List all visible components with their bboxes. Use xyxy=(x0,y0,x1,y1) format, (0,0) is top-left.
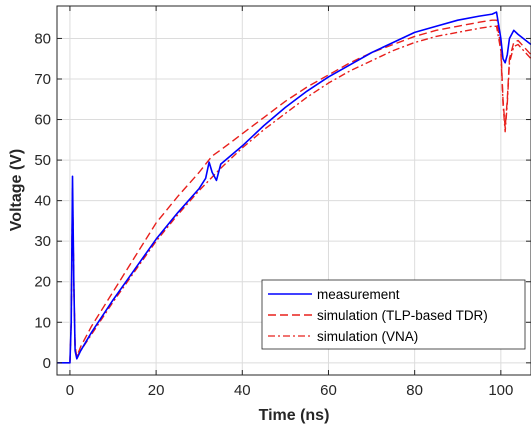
y-axis-label: Voltage (V) xyxy=(8,149,25,231)
y-tick-label: 20 xyxy=(34,274,51,291)
legend-label-tlp-tdr: simulation (TLP-based TDR) xyxy=(317,308,488,323)
x-tick-label: 60 xyxy=(320,382,337,399)
legend-label-measurement: measurement xyxy=(317,287,400,302)
legend: measurement simulation (TLP-based TDR) s… xyxy=(261,279,526,350)
series-layer xyxy=(57,11,531,364)
ticks xyxy=(57,6,531,375)
x-tick-label: 80 xyxy=(406,382,423,399)
y-tick-label: 60 xyxy=(34,112,51,129)
y-tick-label: 0 xyxy=(43,355,51,372)
y-tick-label: 30 xyxy=(34,233,51,250)
y-tick-label: 70 xyxy=(34,71,51,88)
x-tick-label: 100 xyxy=(488,382,513,399)
legend-label-vna: simulation (VNA) xyxy=(317,329,418,344)
series-line-measurement xyxy=(57,11,531,364)
y-tick-label: 40 xyxy=(34,193,51,210)
y-tick-label: 50 xyxy=(34,152,51,169)
x-tick-label: 20 xyxy=(148,382,165,399)
x-axis-label: Time (ns) xyxy=(259,407,330,424)
plot-frame xyxy=(56,5,531,376)
x-tick-label: 0 xyxy=(66,382,74,399)
x-tick-label: 40 xyxy=(234,382,251,399)
series-line-tlp-tdr xyxy=(57,19,531,364)
tick-labels: 0 20 40 60 80 100 0 10 20 30 40 50 60 70 80 xyxy=(34,30,513,399)
y-tick-label: 80 xyxy=(34,30,51,47)
y-tick-label: 10 xyxy=(34,314,51,331)
